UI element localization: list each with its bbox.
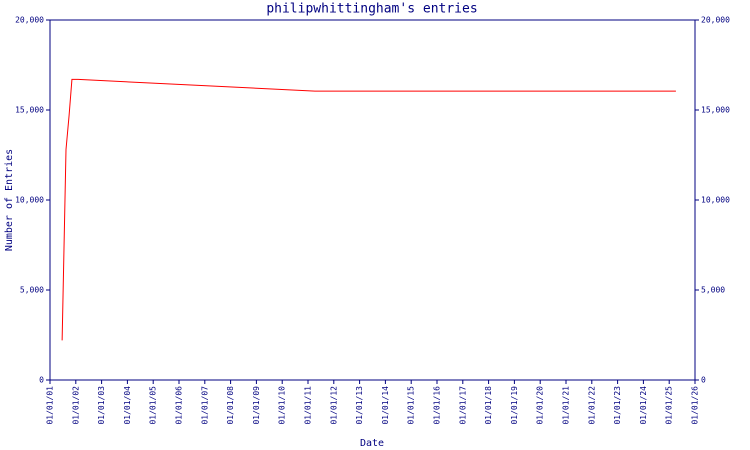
x-tick-label: 01/01/16 [433,386,442,425]
x-tick-label: 01/01/13 [355,386,364,425]
x-tick-label: 01/01/09 [252,386,261,425]
x-tick-label: 01/01/18 [484,386,493,425]
x-tick-label: 01/01/05 [149,386,158,425]
x-tick-label: 01/01/20 [536,386,545,425]
y2-tick-label: 5,000 [701,286,725,295]
x-tick-label: 01/01/07 [200,386,209,425]
y2-tick-label: 10,000 [701,196,730,205]
x-tick-label: 01/01/08 [226,386,235,425]
x-tick-label: 01/01/03 [97,386,106,425]
x-tick-label: 01/01/25 [665,386,674,425]
y-tick-label: 20,000 [15,16,44,25]
line [61,78,676,341]
y-tick-label: 15,000 [15,106,44,115]
x-tick-label: 01/01/12 [329,386,338,425]
y-axis-label: Number of Entries [4,149,15,251]
x-tick-label: 01/01/21 [562,386,571,425]
x-tick-label: 01/01/11 [304,386,313,425]
x-tick-label: 01/01/23 [613,386,622,425]
x-tick-label: 01/01/06 [175,386,184,425]
x-tick-label: 01/01/14 [381,386,390,425]
y2-tick-label: 15,000 [701,106,730,115]
y-tick-label: 0 [39,376,44,385]
x-tick-label: 01/01/15 [407,386,416,425]
x-tick-label: 01/01/02 [71,386,80,425]
y-tick-label: 10,000 [15,196,44,205]
x-tick-label: 01/01/22 [587,386,596,425]
x-tick-label: 01/01/19 [510,386,519,425]
x-tick-label: 01/01/24 [639,386,648,425]
x-tick-label: 01/01/17 [458,386,467,425]
chart-title: philipwhittingham's entries [266,2,477,17]
x-tick-label: 01/01/01 [46,386,55,425]
x-tick-label: 01/01/04 [123,386,132,425]
x-tick-label: 01/01/26 [691,386,700,425]
y2-tick-label: 20,000 [701,16,730,25]
y-tick-label: 5,000 [20,286,44,295]
x-tick-label: 01/01/10 [278,386,287,425]
x-axis-label: Date [360,438,384,449]
y2-tick-label: 0 [701,376,706,385]
plot-frame [49,19,696,381]
